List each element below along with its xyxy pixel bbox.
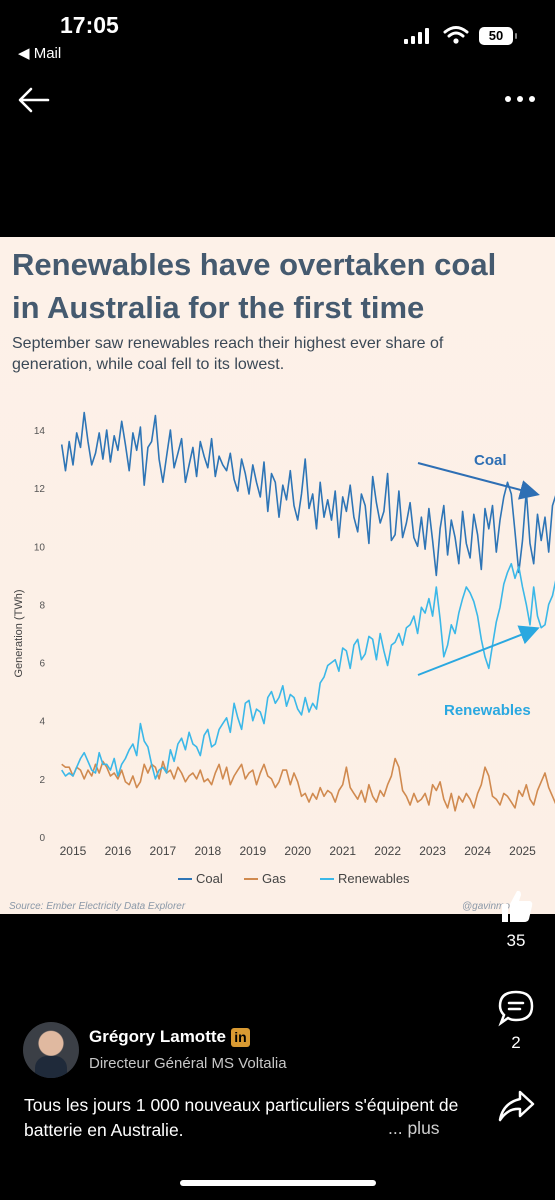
author-avatar[interactable] (23, 1022, 79, 1078)
y-tick-label: 12 (34, 484, 46, 495)
share-arrow-icon[interactable] (496, 1086, 536, 1126)
x-tick-label: 2024 (464, 844, 491, 858)
y-tick-label: 4 (39, 717, 45, 728)
series-line-coal (60, 411, 555, 577)
thumbs-up-icon[interactable] (496, 886, 536, 926)
x-tick-label: 2018 (194, 844, 221, 858)
renewables-annotation: Renewables (444, 702, 531, 719)
see-more-link[interactable]: ... plus (388, 1118, 440, 1138)
chart-title-line-2: in Australia for the first time (12, 290, 425, 325)
status-time: 17:05 (60, 12, 119, 38)
status-bar: 17:05 ◀ Mail 50 (0, 0, 555, 70)
author-role: Directeur Général MS Voltalia (89, 1055, 287, 1072)
chart-subtitle: September saw renewables reach their hig… (12, 333, 532, 375)
home-indicator[interactable] (180, 1180, 376, 1186)
legend-label-gas: Gas (262, 871, 286, 886)
x-tick-label: 2016 (105, 844, 132, 858)
back-arrow-icon[interactable] (16, 84, 52, 116)
series-line-gas (61, 757, 555, 812)
chart-title: Renewables have overtaken coal in Austra… (12, 243, 552, 329)
share-action[interactable] (494, 1086, 538, 1131)
post-image[interactable]: Renewables have overtaken coal in Austra… (0, 237, 555, 914)
chart-source: Source: Ember Electricity Data Explorer (9, 901, 186, 912)
x-tick-label: 2021 (329, 844, 356, 858)
x-tick-label: 2017 (150, 844, 177, 858)
back-to-mail-link[interactable]: ◀ Mail (18, 45, 62, 62)
y-tick-label: 6 (39, 659, 45, 670)
y-tick-label: 0 (39, 833, 45, 844)
y-tick-label: 10 (34, 542, 46, 553)
chart-subtitle-line-2: generation, while coal fell to its lowes… (12, 356, 285, 373)
coal-trend-arrow (417, 462, 540, 500)
legend-label-coal: Coal (196, 871, 223, 886)
chart-title-line-1: Renewables have overtaken coal (12, 247, 497, 282)
x-tick-label: 2015 (60, 844, 87, 858)
x-tick-label: 2023 (419, 844, 446, 858)
cellular-signal-icon (404, 28, 429, 44)
wifi-icon (443, 26, 469, 44)
x-tick-label: 2020 (284, 844, 311, 858)
like-action[interactable]: 35 (494, 886, 538, 951)
chart-credit: @gavinmooney (462, 901, 532, 912)
comment-action[interactable]: 2 (494, 988, 538, 1053)
legend-label-renewables: Renewables (338, 871, 410, 886)
comment-icon[interactable] (496, 988, 536, 1028)
series-line-renewables (61, 562, 555, 780)
generation-line-chart: 0 2 4 6 8 10 12 14 Generation (TWh) 2015 2016 2017 2… (13, 411, 555, 886)
comment-count: 2 (511, 1033, 521, 1052)
author-name-text[interactable]: Grégory Lamotte (89, 1027, 226, 1046)
x-tick-label: 2019 (239, 844, 266, 858)
post-caption[interactable]: Tous les jours 1 000 nouveaux particulie… (24, 1095, 459, 1140)
more-options-icon[interactable] (503, 94, 537, 104)
x-tick-label: 2025 (509, 844, 536, 858)
y-axis-label: Generation (TWh) (13, 589, 25, 677)
coal-annotation: Coal (474, 452, 507, 469)
like-count: 35 (506, 931, 526, 950)
chart-subtitle-line-1: September saw renewables reach their hig… (12, 335, 444, 352)
y-tick-label: 8 (39, 600, 45, 611)
linkedin-badge-icon: in (230, 1028, 250, 1048)
renewables-trend-arrow (417, 625, 540, 676)
y-tick-label: 2 (39, 775, 45, 786)
y-tick-label: 14 (34, 426, 46, 437)
x-tick-label: 2022 (374, 844, 401, 858)
battery-icon: 50 (479, 27, 517, 45)
author-name[interactable]: Grégory Lamotte in (89, 1027, 250, 1048)
